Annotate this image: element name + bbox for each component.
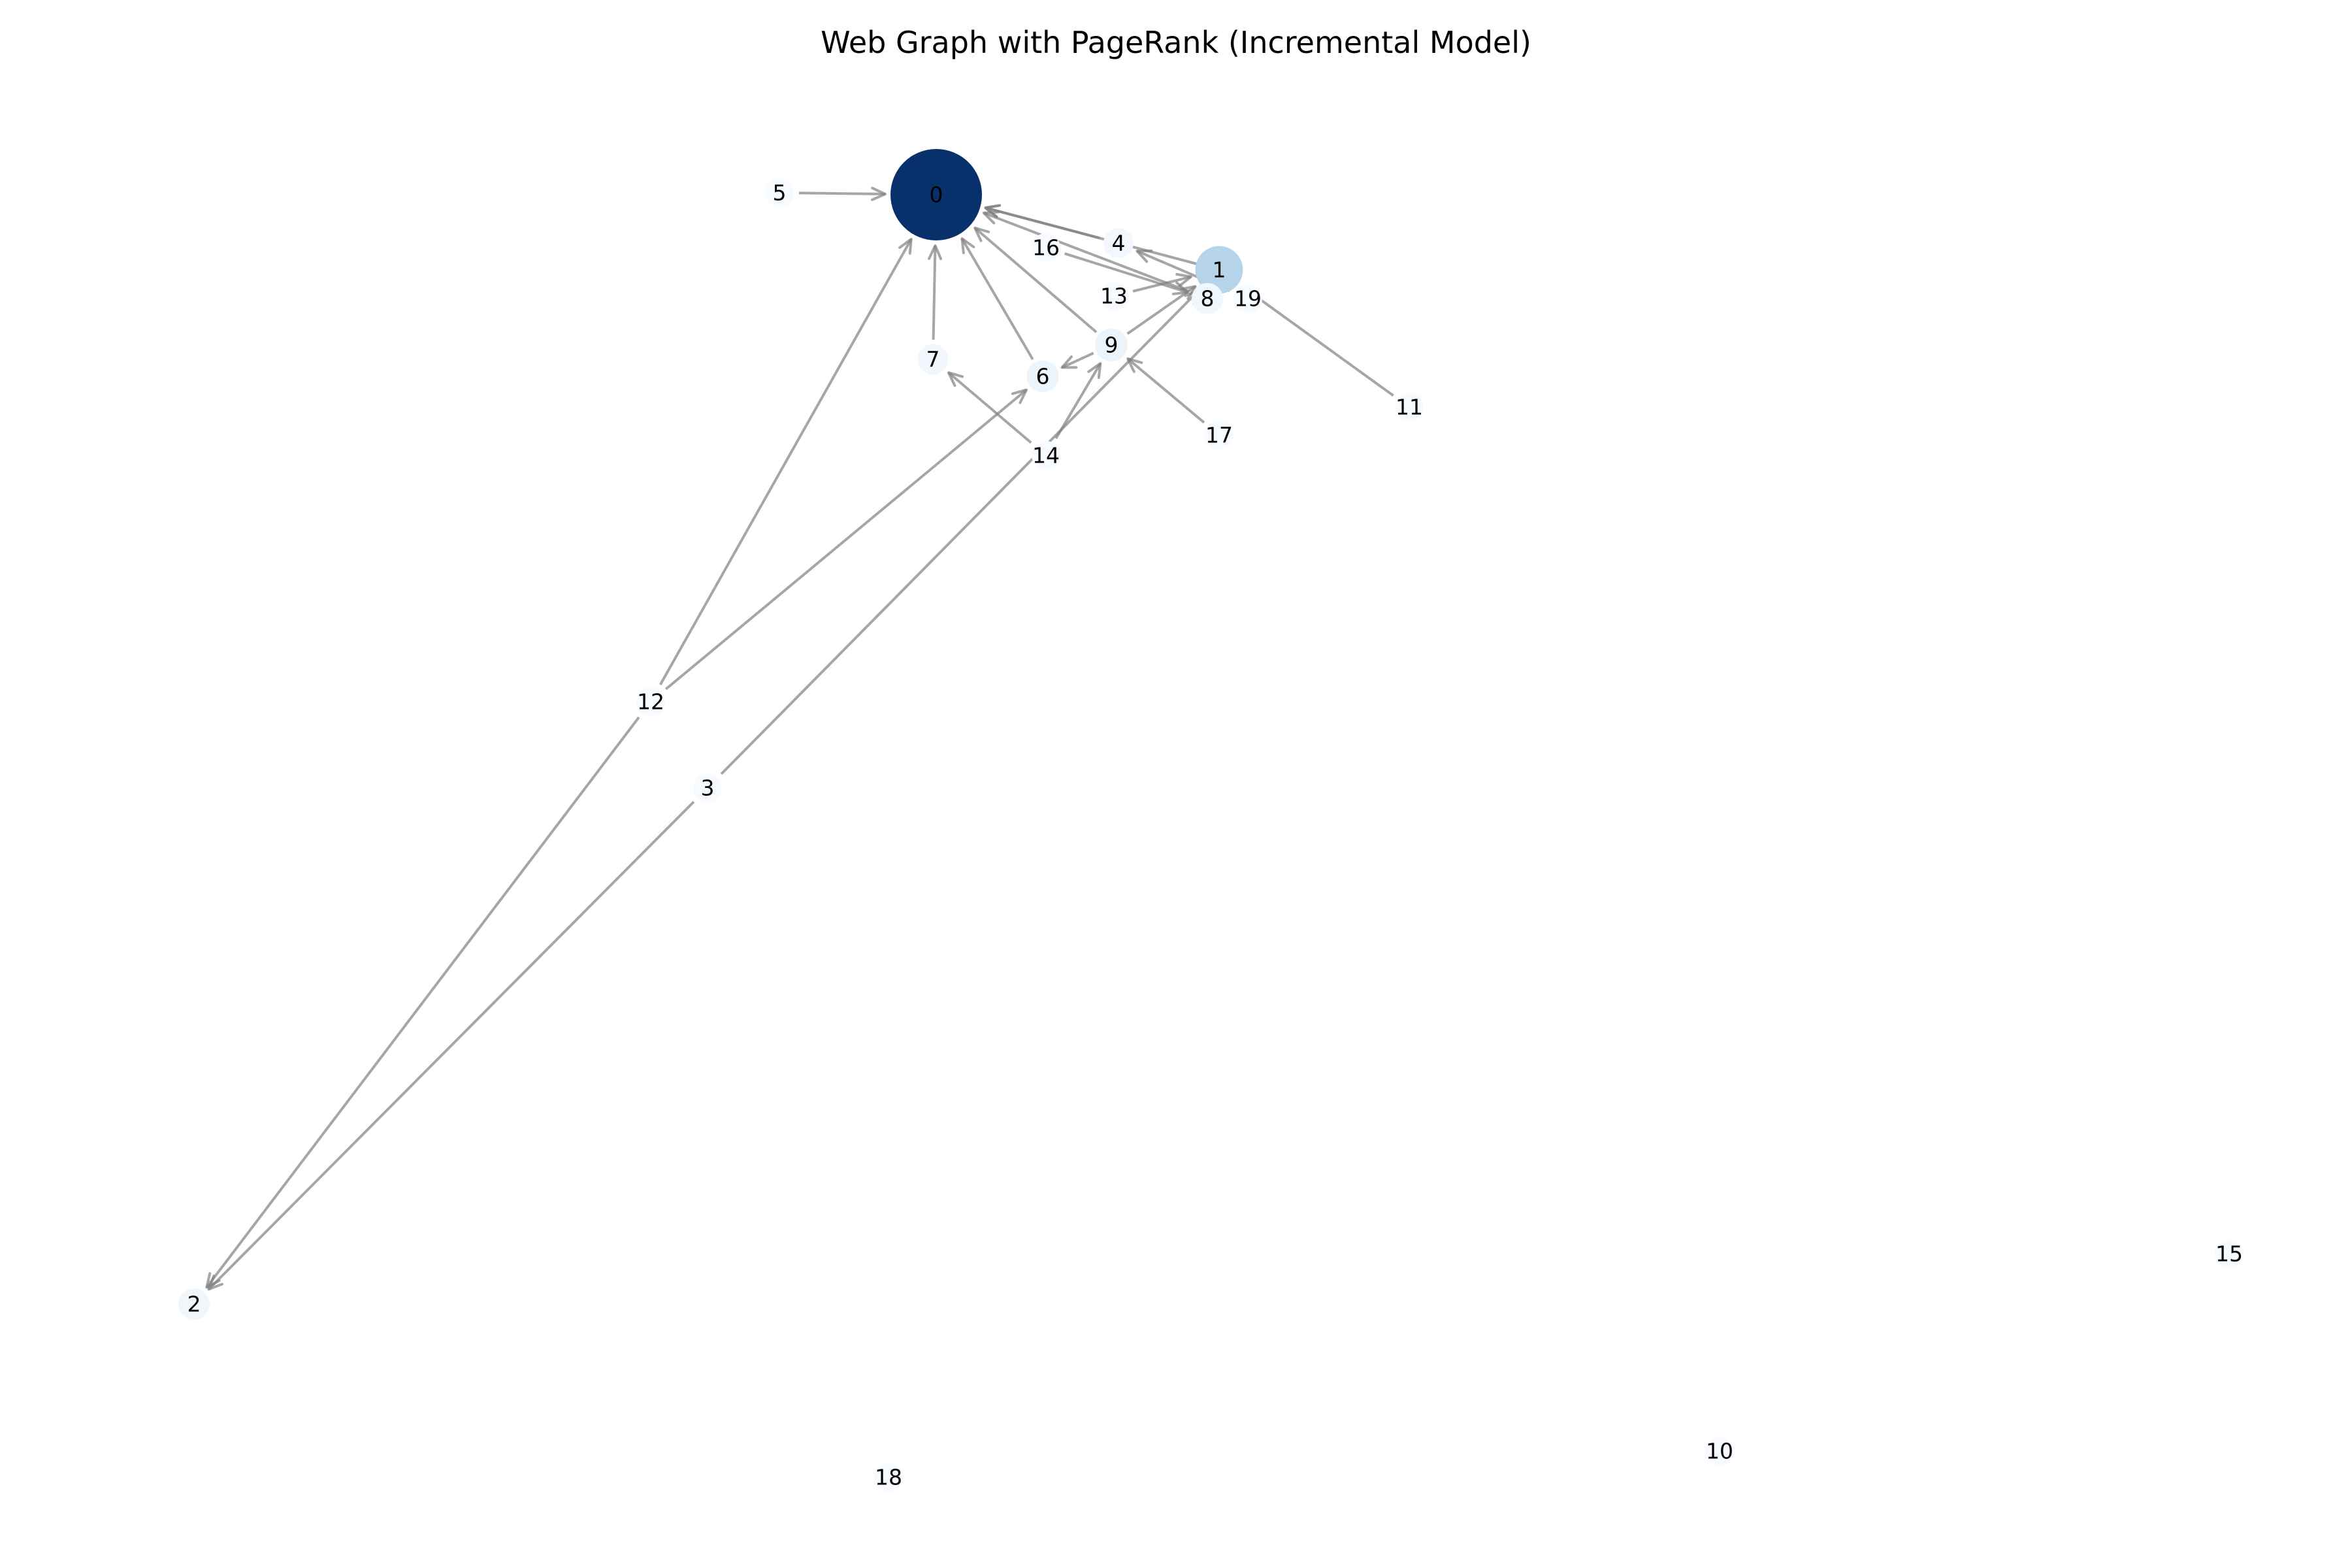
node-6	[1026, 360, 1059, 393]
edge-13-to-1	[1132, 272, 1192, 293]
node-14	[1032, 441, 1060, 470]
edge-arrowhead	[207, 1274, 223, 1291]
edge-line	[983, 212, 1190, 293]
edge-3-to-2	[207, 800, 695, 1291]
edge-arrowhead	[928, 244, 943, 261]
node-label-4: 4	[1112, 231, 1126, 256]
node-label-12: 12	[637, 689, 664, 715]
edge-line	[1126, 285, 1196, 335]
edge-7-to-0	[928, 244, 943, 340]
node-label-16: 16	[1032, 235, 1060, 261]
edge-line	[205, 716, 640, 1288]
edge-17-to-9	[1126, 357, 1205, 424]
edge-line	[208, 800, 695, 1290]
edge-line	[947, 371, 1032, 444]
node-label-10: 10	[1706, 1439, 1733, 1464]
node-13	[1100, 282, 1128, 310]
edge-line	[985, 206, 1201, 267]
edge-9-to-0	[973, 226, 1098, 333]
node-label-9: 9	[1105, 333, 1119, 358]
edge-line	[664, 389, 1028, 691]
node-19	[1233, 284, 1262, 313]
edge-5-to-0	[798, 186, 887, 201]
edge-line	[1126, 357, 1205, 424]
edge-line	[960, 238, 1034, 361]
edge-12-to-6	[664, 388, 1028, 691]
edge-12-to-0	[659, 237, 913, 685]
edge-line	[932, 245, 937, 340]
node-label-3: 3	[701, 776, 715, 801]
node-7	[917, 344, 949, 375]
node-label-7: 7	[926, 347, 940, 372]
edge-arrowhead	[984, 204, 1002, 218]
node-15	[2215, 1239, 2244, 1268]
edge-arrowhead	[1011, 388, 1028, 404]
edge-arrowhead	[973, 226, 990, 242]
edge-arrowhead	[870, 186, 887, 201]
edge-6-to-0	[960, 237, 1034, 361]
node-2	[178, 1288, 210, 1320]
edge-arrowhead	[982, 210, 1000, 225]
edge-line	[1061, 351, 1094, 369]
edge-8-to-0	[982, 210, 1190, 293]
edge-line	[659, 238, 913, 685]
node-11	[1395, 393, 1424, 421]
chart-title: Web Graph with PageRank (Incremental Mod…	[821, 25, 1531, 60]
node-label-1: 1	[1213, 257, 1226, 283]
node-label-2: 2	[188, 1292, 201, 1317]
node-4	[1103, 228, 1134, 258]
edge-arrowhead	[960, 237, 975, 255]
edge-line	[798, 191, 886, 196]
node-label-8: 8	[1201, 286, 1215, 312]
edge-arrowhead	[1135, 249, 1153, 263]
edge-arrowhead	[947, 371, 964, 387]
edges-layer	[205, 186, 1394, 1291]
nodes-layer	[178, 149, 2244, 1492]
node-label-18: 18	[875, 1465, 902, 1490]
node-label-6: 6	[1036, 364, 1050, 389]
node-12	[636, 687, 665, 716]
node-17	[1205, 421, 1233, 449]
edge-9-to-6	[1060, 351, 1094, 369]
edge-arrowhead	[1060, 355, 1078, 369]
edge-line	[1064, 252, 1188, 294]
edge-arrowhead	[1126, 357, 1143, 373]
edge-arrowhead	[898, 237, 913, 255]
node-label-11: 11	[1396, 395, 1423, 420]
edge-line	[1241, 286, 1394, 397]
edge-line	[720, 289, 1200, 776]
node-10	[1705, 1437, 1734, 1465]
node-0	[890, 149, 982, 240]
node-label-19: 19	[1234, 286, 1262, 312]
node-18	[874, 1463, 903, 1492]
node-8	[1192, 283, 1223, 314]
node-9	[1095, 329, 1128, 361]
node-5	[765, 178, 794, 207]
node-16	[1032, 233, 1060, 262]
edge-line	[973, 227, 1098, 333]
node-label-0: 0	[930, 182, 943, 208]
node-label-5: 5	[773, 180, 787, 206]
edge-1-to-0	[984, 204, 1201, 267]
edge-line	[1132, 275, 1192, 293]
edge-arrowhead	[1087, 362, 1102, 380]
node-3	[693, 774, 722, 802]
node-label-17: 17	[1205, 423, 1233, 448]
node-label-13: 13	[1100, 284, 1128, 309]
node-label-14: 14	[1032, 443, 1060, 468]
edge-arrowhead	[1175, 272, 1192, 287]
node-1	[1195, 246, 1243, 294]
node-label-15: 15	[2215, 1241, 2243, 1267]
edge-14-to-7	[947, 371, 1032, 444]
